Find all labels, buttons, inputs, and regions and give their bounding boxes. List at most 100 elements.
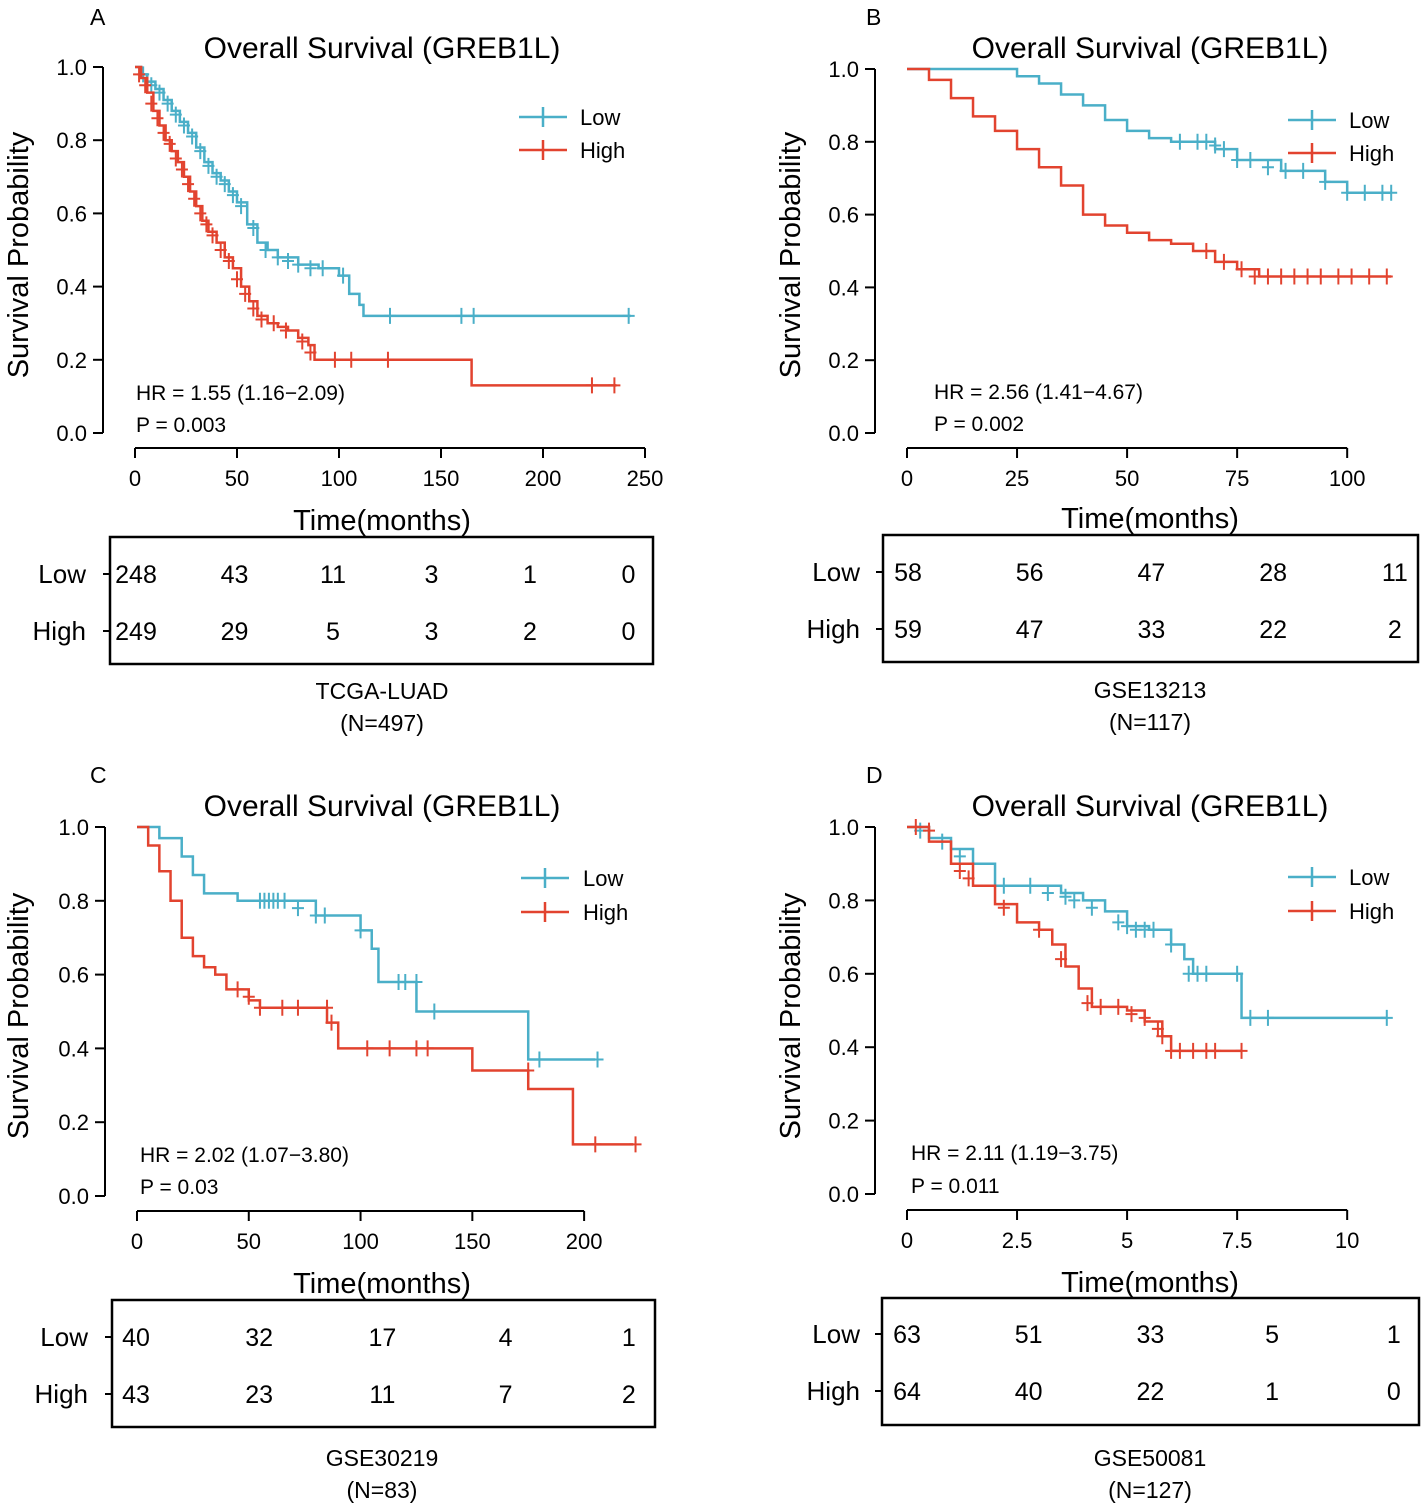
y-tick-label: 1.0: [56, 55, 87, 80]
censor-mark: [1209, 1042, 1222, 1059]
censor-mark: [226, 187, 239, 204]
hazard-ratio-text: HR = 1.55 (1.16−2.09): [136, 382, 345, 405]
x-axis: 0 50 100 150 200 250: [129, 447, 663, 491]
survival-curve-high: [907, 825, 1242, 1053]
censor-mark: [194, 143, 207, 160]
chart-title: Overall Survival (GREB1L): [972, 790, 1329, 823]
series-high: [907, 67, 1393, 285]
risk-table-box: [108, 535, 655, 666]
y-tick-label: 0.2: [58, 1110, 89, 1135]
censor-mark: [296, 333, 309, 350]
censor-mark: [255, 311, 268, 328]
y-tick-label: 0.8: [828, 130, 859, 155]
x-tick-label: 0: [901, 1228, 913, 1253]
censor-mark: [1217, 253, 1230, 270]
x-axis-label: Time(months): [293, 505, 471, 537]
y-tick-label: 0.8: [828, 888, 859, 913]
cohort-name: GSE30219: [326, 1445, 439, 1471]
censor-mark: [210, 168, 223, 185]
series-low: [135, 65, 635, 324]
risk-table-box: [110, 1298, 657, 1429]
risk-table-cell: 40: [122, 1324, 150, 1352]
panel-letter: A: [90, 4, 106, 30]
censor-mark: [1385, 184, 1398, 201]
cohort-name: TCGA-LUAD: [316, 678, 449, 704]
panel-letter: C: [90, 762, 107, 788]
censor-mark: [1094, 998, 1107, 1015]
legend-swatch-high: [1288, 901, 1336, 921]
risk-row-label-low: Low: [40, 1322, 88, 1352]
censor-mark: [1085, 899, 1098, 916]
y-tick-label: 1.0: [828, 57, 859, 82]
censor-mark: [1244, 1009, 1257, 1026]
risk-table-cell: 43: [122, 1381, 150, 1409]
censor-mark: [361, 1040, 374, 1057]
censor-mark: [953, 848, 966, 865]
risk-table-box: [881, 533, 1420, 664]
x-axis: 0 2.5 5 7.5 10: [901, 1209, 1359, 1253]
risk-table-cell: 64: [893, 1378, 921, 1406]
censor-mark: [278, 892, 291, 909]
p-value-text: P = 0.002: [934, 413, 1024, 436]
legend: Low High: [1288, 865, 1394, 924]
censor-mark: [304, 260, 317, 277]
y-tick-label: 0.6: [58, 963, 89, 988]
cohort-n: (N=127): [1108, 1477, 1192, 1503]
risk-table-cell: 249: [115, 618, 157, 646]
risk-table-cell: 2: [622, 1381, 636, 1409]
censor-mark: [421, 1040, 434, 1057]
censor-mark: [169, 106, 182, 123]
legend: Low High: [519, 105, 625, 163]
censor-mark: [1173, 1042, 1186, 1059]
legend-swatch-high: [1288, 143, 1336, 163]
censor-mark: [206, 227, 219, 244]
censor-mark: [151, 110, 164, 127]
x-axis: 0 50 100 150 200: [131, 1210, 603, 1254]
censor-mark: [1319, 173, 1332, 190]
censor-mark: [1235, 261, 1248, 278]
y-tick-label: 0.8: [58, 889, 89, 914]
x-tick-label: 0: [901, 466, 913, 491]
risk-table-cell: 1: [523, 561, 537, 589]
x-axis-label: Time(months): [1061, 503, 1239, 535]
survival-curve-low: [907, 67, 1392, 195]
censor-mark: [354, 922, 367, 939]
chart-title: Overall Survival (GREB1L): [204, 32, 561, 65]
x-tick-label: 100: [321, 466, 358, 491]
x-tick-label: 75: [1225, 466, 1249, 491]
censor-mark: [1112, 998, 1125, 1015]
censor-mark: [1358, 184, 1371, 201]
legend-label-low: Low: [580, 105, 620, 130]
risk-table-cell: 22: [1259, 616, 1287, 644]
censor-mark: [133, 66, 146, 83]
x-axis: 0 25 50 75 100: [901, 447, 1366, 491]
x-tick-label: 50: [1115, 466, 1139, 491]
censor-mark: [1200, 243, 1213, 259]
censor-mark: [188, 190, 201, 207]
censor-mark: [1068, 892, 1081, 909]
censor-mark: [1380, 268, 1393, 285]
p-value-text: P = 0.03: [140, 1176, 218, 1199]
censor-mark: [1112, 914, 1125, 931]
chart-title: Overall Survival (GREB1L): [204, 790, 561, 823]
x-tick-label: 200: [566, 1229, 603, 1254]
censor-mark: [177, 117, 190, 134]
risk-table-cell: 23: [245, 1381, 273, 1409]
risk-table-cell: 0: [622, 618, 636, 646]
censor-mark: [1314, 268, 1327, 285]
x-tick-label: 0: [129, 466, 141, 491]
legend-swatch-high: [519, 140, 567, 160]
censor-mark: [1187, 1042, 1200, 1059]
risk-table-cell: 3: [425, 618, 439, 646]
hazard-ratio-text: HR = 2.56 (1.41−4.67): [934, 381, 1143, 404]
censor-mark: [1275, 268, 1288, 285]
censor-mark: [1231, 152, 1244, 168]
survival-curve-low: [907, 825, 1387, 1020]
series-high: [907, 819, 1248, 1059]
risk-table-cell: 11: [1382, 559, 1408, 587]
censor-mark: [1055, 951, 1068, 968]
risk-row-label-high: High: [807, 1376, 860, 1406]
censor-mark: [1081, 995, 1094, 1012]
censor-mark: [455, 307, 468, 324]
